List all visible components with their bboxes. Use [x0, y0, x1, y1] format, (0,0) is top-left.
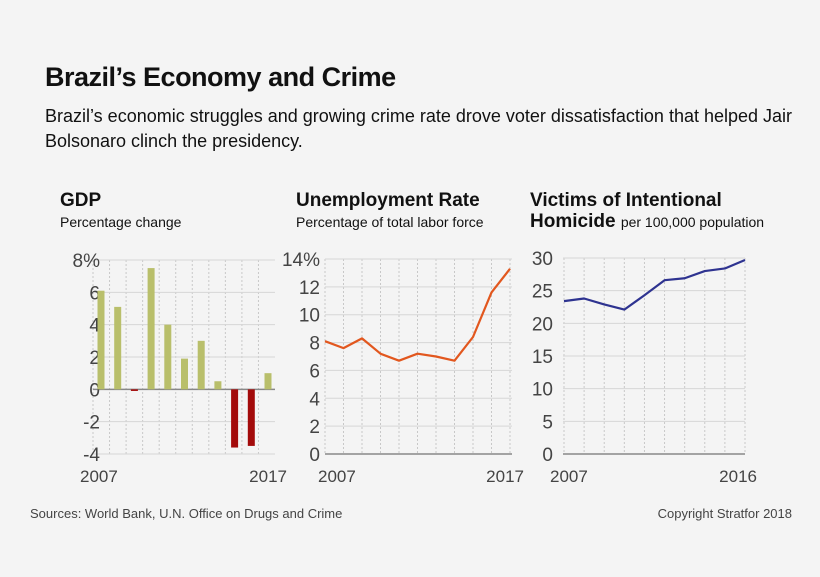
- gdp-bar: [214, 381, 222, 390]
- gdp-bar: [197, 340, 205, 390]
- gdp-bar: [164, 324, 172, 390]
- homicide-title: Victims of Intentional: [530, 189, 800, 213]
- y-tick-label: 5: [542, 412, 553, 433]
- y-tick-label: 8%: [73, 251, 101, 272]
- homicide-title-text: Victims of Intentional: [530, 190, 722, 211]
- x-tick-label: 2017: [486, 467, 524, 486]
- x-tick-label: 2007: [550, 467, 588, 486]
- page-subtitle: Brazil’s economic struggles and growing …: [45, 106, 793, 151]
- x-tick-label: 2007: [80, 467, 118, 486]
- y-tick-label: 2: [309, 417, 320, 438]
- y-tick-label: 0: [89, 380, 100, 401]
- homicide-subtitle: per 100,000 population: [620, 214, 765, 230]
- y-tick-label: 0: [309, 445, 320, 466]
- gdp-bar: [264, 373, 272, 390]
- y-tick-label: 4: [309, 389, 320, 410]
- y-tick-label: 4: [89, 316, 100, 337]
- gdp-subtitle: Percentage change: [60, 214, 182, 230]
- y-tick-label: -4: [83, 445, 100, 466]
- copyright: Copyright Stratfor 2018: [657, 506, 792, 521]
- gdp-bar: [130, 389, 138, 391]
- gdp-bar: [97, 290, 105, 390]
- unemployment-subtitle: Percentage of total labor force: [296, 214, 484, 230]
- unemployment-title: Unemployment Rate: [296, 190, 480, 211]
- y-tick-label: 6: [309, 361, 320, 382]
- y-tick-label: 20: [532, 314, 553, 335]
- gdp-bar: [147, 268, 155, 390]
- homicide-title-line2: Homicide per 100,000 population: [530, 210, 800, 234]
- homicide-line: [563, 258, 746, 311]
- y-tick-label: 30: [532, 249, 553, 270]
- x-tick-label: 2007: [318, 467, 356, 486]
- gdp-bar: [181, 358, 188, 390]
- gdp-bar: [231, 389, 239, 448]
- y-tick-label: 10: [299, 306, 320, 327]
- y-tick-label: 0: [542, 445, 553, 466]
- y-tick-label: -2: [83, 413, 100, 434]
- gdp-bar: [247, 389, 255, 446]
- y-tick-label: 12: [299, 278, 320, 299]
- homicide-title-text-2: Homicide: [530, 211, 621, 232]
- x-tick-label: 2017: [249, 467, 287, 486]
- gdp-title: GDP: [60, 190, 102, 211]
- y-tick-label: 15: [532, 347, 553, 368]
- y-tick-label: 6: [89, 283, 100, 304]
- y-tick-label: 10: [532, 380, 553, 401]
- x-tick-label: 2016: [719, 467, 757, 486]
- y-tick-label: 25: [532, 282, 553, 303]
- y-tick-label: 14%: [282, 250, 320, 271]
- gdp-bar: [114, 306, 122, 390]
- source-note: Sources: World Bank, U.N. Office on Drug…: [30, 506, 343, 521]
- y-tick-label: 8: [309, 334, 320, 355]
- page-title: Brazil’s Economy and Crime: [45, 62, 396, 92]
- y-tick-label: 2: [89, 348, 100, 369]
